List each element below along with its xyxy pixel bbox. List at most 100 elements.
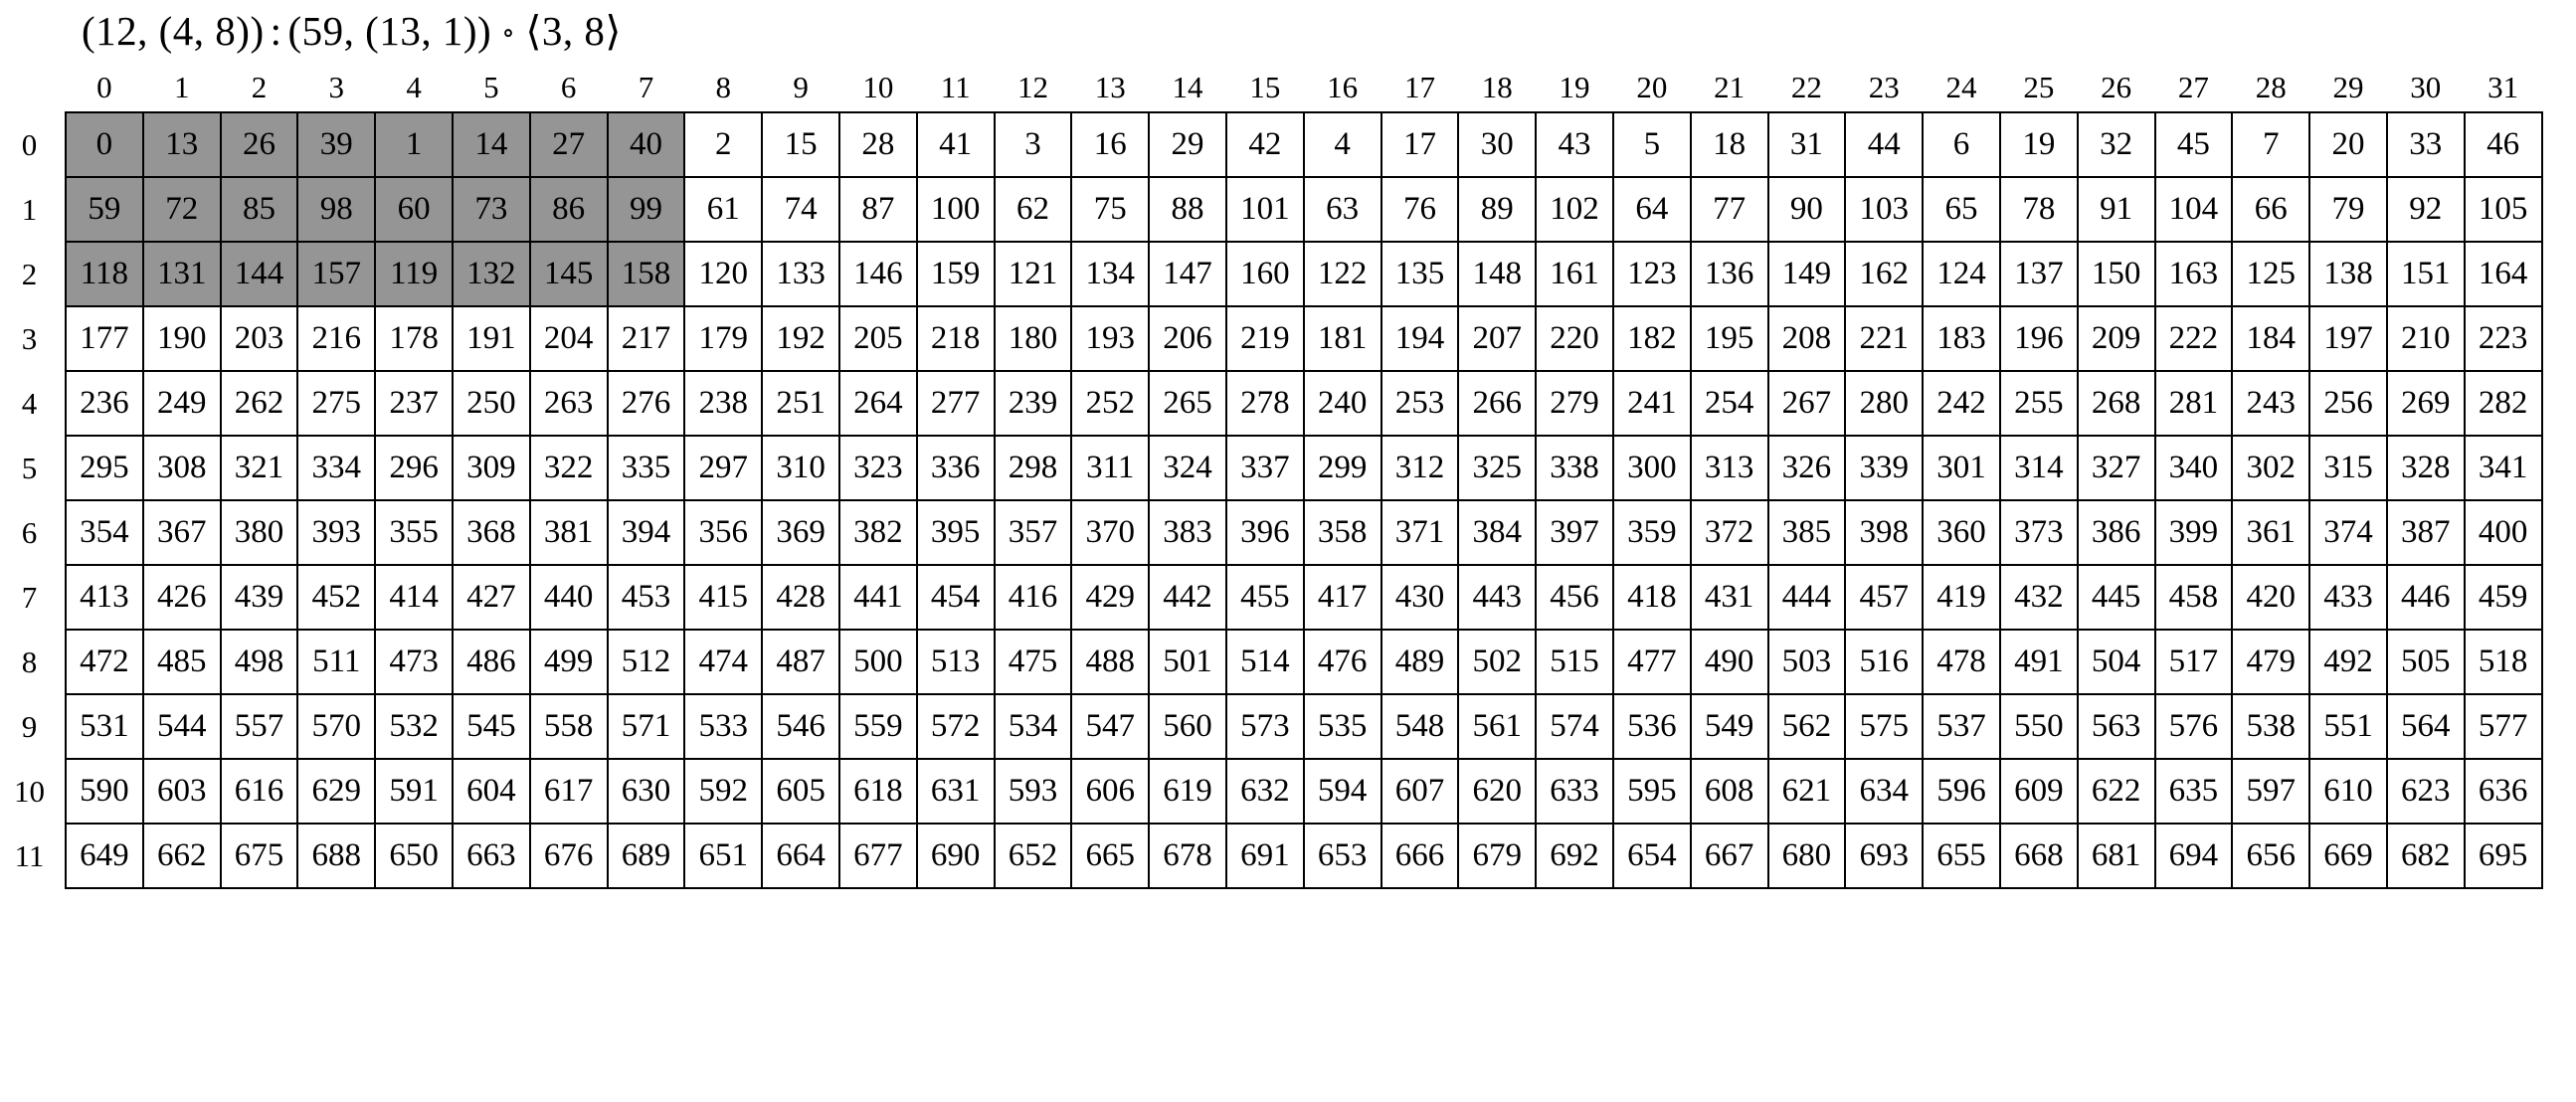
- column-header-17: 17: [1403, 70, 1435, 104]
- matrix-cell: 131: [141, 241, 222, 307]
- column-header-21: 21: [1714, 70, 1746, 104]
- matrix-cell: 516: [1844, 629, 1925, 695]
- matrix-cell: 339: [1844, 435, 1925, 501]
- matrix-cell: 221: [1844, 305, 1925, 372]
- matrix-cell: 454: [915, 564, 996, 631]
- matrix-cell: 369: [761, 499, 840, 566]
- matrix-cell: 676: [528, 823, 609, 889]
- matrix-cell: 654: [1611, 823, 1692, 889]
- matrix-cell: 242: [1922, 370, 2001, 437]
- matrix-cell: 444: [1766, 564, 1847, 631]
- column-header-3: 3: [328, 70, 345, 104]
- matrix-cell: 118: [65, 241, 144, 307]
- matrix-cell: 144: [219, 241, 299, 307]
- matrix-cell: 26: [219, 111, 299, 178]
- matrix-cell: 489: [1380, 629, 1460, 695]
- matrix-cell: 15: [761, 111, 840, 178]
- matrix-cell: 595: [1611, 758, 1692, 825]
- matrix-cell: 361: [2231, 499, 2311, 566]
- matrix-cell: 499: [528, 629, 609, 695]
- matrix-cell: 455: [1224, 564, 1305, 631]
- matrix-cell: 636: [2463, 758, 2543, 825]
- matrix-cell: 147: [1148, 241, 1227, 307]
- matrix-cell: 5: [1611, 111, 1692, 178]
- matrix-cell: 400: [2463, 499, 2543, 566]
- matrix-cell: 694: [2153, 823, 2234, 889]
- matrix-cell: 596: [1922, 758, 2001, 825]
- matrix-cell: 512: [606, 629, 686, 695]
- matrix-cell: 32: [2076, 111, 2156, 178]
- column-header-12: 12: [1016, 70, 1048, 104]
- matrix-cell: 358: [1302, 499, 1382, 566]
- matrix-corner-cell: [8, 62, 66, 112]
- column-header-11: 11: [940, 70, 971, 104]
- matrix-cell: 249: [141, 370, 222, 437]
- matrix-cell: 630: [606, 758, 686, 825]
- matrix-cell: 652: [993, 823, 1073, 889]
- matrix-cell: 692: [1535, 823, 1614, 889]
- matrix-cell: 250: [451, 370, 531, 437]
- matrix-cell: 338: [1535, 435, 1614, 501]
- matrix-cell: 209: [2076, 305, 2156, 372]
- matrix-cell: 679: [1457, 823, 1538, 889]
- matrix-cell: 45: [2153, 111, 2234, 178]
- matrix-cell: 62: [993, 176, 1073, 243]
- matrix-cell: 151: [2385, 241, 2466, 307]
- matrix-cell: 604: [451, 758, 531, 825]
- matrix-cell: 241: [1611, 370, 1692, 437]
- matrix-cell: 693: [1844, 823, 1925, 889]
- matrix-cell: 132: [451, 241, 531, 307]
- matrix-cell: 124: [1922, 241, 2001, 307]
- matrix-cell: 371: [1380, 499, 1460, 566]
- matrix-cell: 545: [451, 693, 531, 760]
- matrix-cell: 535: [1302, 693, 1382, 760]
- matrix-cell: 690: [915, 823, 996, 889]
- matrix-cell: 439: [219, 564, 299, 631]
- matrix-cell: 597: [2231, 758, 2311, 825]
- matrix-cell: 629: [296, 758, 377, 825]
- matrix-cell: 618: [837, 758, 918, 825]
- matrix-cell: 190: [141, 305, 222, 372]
- matrix-cell: 265: [1148, 370, 1227, 437]
- table-row: 7 413 426 439 452 414 427 440 453 415 428 441 454 416…: [8, 564, 2543, 631]
- matrix-cell: 20: [2308, 111, 2388, 178]
- matrix-cell: 387: [2385, 499, 2466, 566]
- matrix-cell: 85: [219, 176, 299, 243]
- matrix-cell: 44: [1844, 111, 1925, 178]
- matrix-cell: 517: [2153, 629, 2234, 695]
- matrix-cell: 564: [2385, 693, 2466, 760]
- matrix-cell: 279: [1535, 370, 1614, 437]
- matrix-cell: 498: [219, 629, 299, 695]
- matrix-cell: 41: [915, 111, 996, 178]
- matrix-cell: 414: [374, 564, 454, 631]
- matrix-cell: 264: [837, 370, 918, 437]
- matrix-cell: 575: [1844, 693, 1925, 760]
- matrix-cell: 121: [993, 241, 1073, 307]
- matrix-cell: 220: [1535, 305, 1614, 372]
- matrix-cell: 196: [1998, 305, 2079, 372]
- matrix-cell: 533: [683, 693, 764, 760]
- matrix-cell: 183: [1922, 305, 2001, 372]
- column-header-2: 2: [251, 70, 268, 104]
- matrix-cell: 102: [1535, 176, 1614, 243]
- matrix-cell: 181: [1302, 305, 1382, 372]
- matrix-cell: 656: [2231, 823, 2311, 889]
- matrix-cell: 609: [1998, 758, 2079, 825]
- matrix-cell: 138: [2308, 241, 2388, 307]
- matrix-cell: 607: [1380, 758, 1460, 825]
- matrix-cell: 88: [1148, 176, 1227, 243]
- matrix-cell: 148: [1457, 241, 1538, 307]
- matrix-cell: 691: [1224, 823, 1305, 889]
- column-header-1: 1: [173, 70, 190, 104]
- matrix-cell: 161: [1535, 241, 1614, 307]
- column-header-30: 30: [2410, 70, 2442, 104]
- matrix-cell: 458: [2153, 564, 2234, 631]
- matrix-cell: 177: [65, 305, 144, 372]
- matrix-cell: 119: [374, 241, 454, 307]
- matrix-cell: 662: [141, 823, 222, 889]
- matrix-cell: 395: [915, 499, 996, 566]
- matrix-cell: 236: [65, 370, 144, 437]
- matrix-cell: 603: [141, 758, 222, 825]
- matrix-cell: 398: [1844, 499, 1925, 566]
- matrix-cell: 382: [837, 499, 918, 566]
